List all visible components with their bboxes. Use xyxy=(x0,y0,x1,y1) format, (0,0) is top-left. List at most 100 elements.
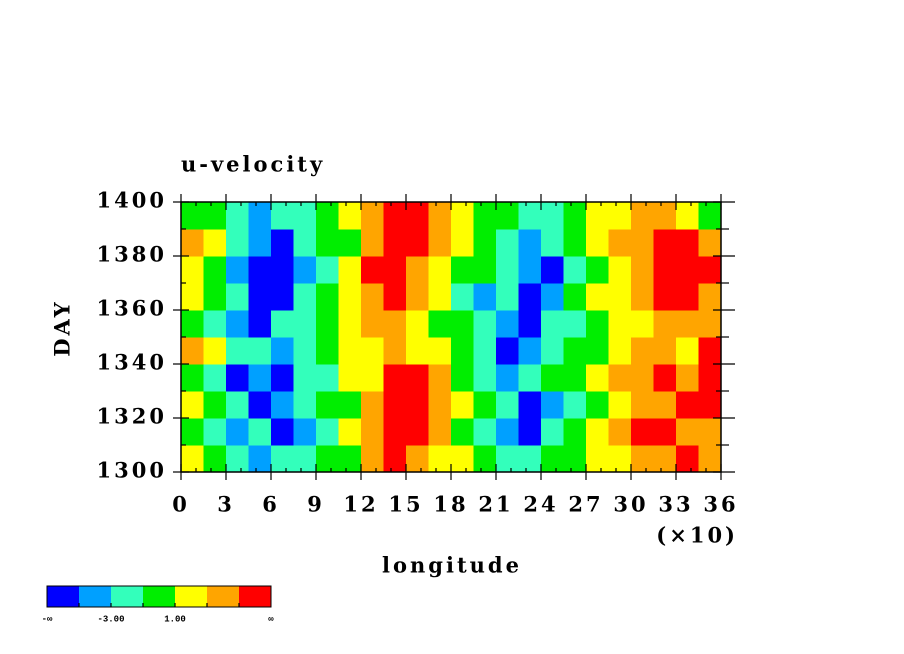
heat-cell xyxy=(293,445,317,473)
colorbar-swatch xyxy=(47,586,79,607)
heat-cell xyxy=(518,418,542,446)
heat-cell xyxy=(226,202,249,230)
heat-cell xyxy=(248,391,272,419)
heat-cell xyxy=(698,283,722,311)
heat-cell xyxy=(361,418,384,446)
colorbar-end-label: ∞ xyxy=(268,614,274,624)
heat-cell xyxy=(316,229,339,257)
heat-cell xyxy=(518,310,542,338)
heat-cell xyxy=(653,229,677,257)
heat-cell xyxy=(496,418,519,446)
heat-cell xyxy=(451,445,474,473)
heat-cell xyxy=(383,337,407,365)
heat-cell xyxy=(698,256,722,284)
heat-cell xyxy=(676,364,699,392)
chart-title: u-velocity xyxy=(181,152,325,177)
heat-cell xyxy=(181,445,204,473)
heat-cell xyxy=(563,418,587,446)
heat-cell xyxy=(338,364,362,392)
heat-cell xyxy=(383,445,407,473)
heat-cell xyxy=(383,418,407,446)
y-tick-label: 1300 xyxy=(97,458,167,483)
heat-cell xyxy=(203,229,227,257)
heat-cell xyxy=(608,229,632,257)
heat-cell xyxy=(541,202,564,230)
heat-cell xyxy=(428,445,452,473)
heat-cell xyxy=(293,202,317,230)
heat-cell xyxy=(608,202,632,230)
heat-cell xyxy=(406,445,429,473)
heat-cell xyxy=(428,256,452,284)
heat-cell xyxy=(203,391,227,419)
heat-cell xyxy=(271,202,294,230)
heat-cell xyxy=(653,418,677,446)
heat-cell xyxy=(541,229,564,257)
y-axis-label: DAY xyxy=(50,299,75,356)
heat-cell xyxy=(608,418,632,446)
heat-cell xyxy=(653,283,677,311)
heat-cell xyxy=(586,229,609,257)
heat-cell xyxy=(293,283,317,311)
heat-cell xyxy=(338,202,362,230)
heat-cell xyxy=(181,310,204,338)
heat-cell xyxy=(518,337,542,365)
heat-cell xyxy=(248,310,272,338)
heat-cell xyxy=(316,283,339,311)
heat-cell xyxy=(406,337,429,365)
heat-cell xyxy=(181,202,204,230)
heat-cell xyxy=(406,364,429,392)
heat-cell xyxy=(631,337,654,365)
heat-cell xyxy=(181,229,204,257)
heat-cell xyxy=(226,418,249,446)
colorbar-swatch xyxy=(79,586,111,607)
heat-cell xyxy=(383,310,407,338)
heat-cell xyxy=(293,337,317,365)
heat-cell xyxy=(338,283,362,311)
heat-cell xyxy=(181,337,204,365)
heat-cell xyxy=(316,418,339,446)
heat-cell xyxy=(496,283,519,311)
heat-cell xyxy=(293,364,317,392)
heat-cell xyxy=(316,337,339,365)
heat-cell xyxy=(563,229,587,257)
heat-cell xyxy=(316,364,339,392)
heat-cell xyxy=(271,418,294,446)
heat-cell xyxy=(698,418,722,446)
heat-cell xyxy=(608,364,632,392)
heat-cell xyxy=(248,202,272,230)
heat-cell xyxy=(631,256,654,284)
heat-cell xyxy=(473,364,497,392)
heat-cell xyxy=(293,256,317,284)
heat-cell xyxy=(541,283,564,311)
heat-cell xyxy=(226,229,249,257)
heat-cell xyxy=(383,283,407,311)
y-tick-label: 1340 xyxy=(97,350,167,375)
colorbar-label: 1.00 xyxy=(164,614,186,624)
heat-cell xyxy=(608,283,632,311)
heat-cell xyxy=(293,310,317,338)
heat-cell xyxy=(473,418,497,446)
heat-cell xyxy=(473,445,497,473)
heat-cell xyxy=(563,391,587,419)
colorbar-end-label: -∞ xyxy=(42,614,53,624)
heat-cell xyxy=(496,364,519,392)
heat-cell xyxy=(518,391,542,419)
heat-cell xyxy=(676,256,699,284)
heat-cell xyxy=(496,310,519,338)
heat-cell xyxy=(271,229,294,257)
heat-cell xyxy=(586,283,609,311)
heat-cell xyxy=(226,283,249,311)
heat-cell xyxy=(383,229,407,257)
heat-cell xyxy=(473,256,497,284)
heat-cell xyxy=(496,337,519,365)
heat-cell xyxy=(248,283,272,311)
heat-cell xyxy=(451,337,474,365)
heat-cell xyxy=(631,202,654,230)
heat-cell xyxy=(338,445,362,473)
heat-cell xyxy=(586,418,609,446)
heat-cell xyxy=(316,445,339,473)
heat-cell xyxy=(676,391,699,419)
x-tick-label: 0 xyxy=(172,492,190,517)
heat-cell xyxy=(361,391,384,419)
